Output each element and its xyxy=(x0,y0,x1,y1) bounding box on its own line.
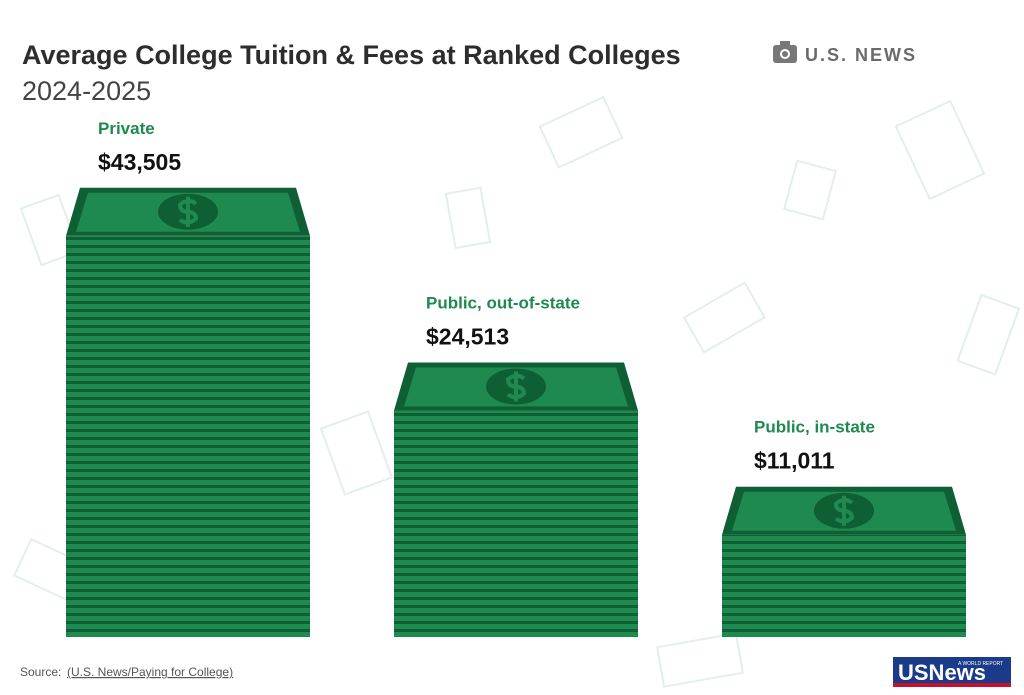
value-label: $11,011 xyxy=(754,448,835,474)
source-link[interactable]: (U.S. News/Paying for College) xyxy=(67,665,233,679)
money-stack xyxy=(66,187,310,637)
category-label: Private xyxy=(98,119,155,138)
logo-text: USNews xyxy=(898,660,986,685)
chart-subtitle: 2024-2025 xyxy=(22,76,151,106)
brand: U.S. NEWS xyxy=(805,45,917,65)
dollar-sign xyxy=(177,196,199,227)
logo: USNews A WORLD REPORT xyxy=(893,657,1011,687)
source-label: Source: xyxy=(20,665,61,679)
brand-icon xyxy=(773,41,797,63)
chart-title: Average College Tuition & Fees at Ranked… xyxy=(22,40,681,70)
stack-body xyxy=(394,410,638,637)
category-label: Public, in-state xyxy=(754,418,875,437)
category-label: Public, out-of-state xyxy=(426,293,580,312)
value-label: $43,505 xyxy=(98,149,181,175)
money-stack xyxy=(394,362,638,637)
dollar-sign xyxy=(505,371,527,402)
stack-body xyxy=(722,534,966,637)
stack-body xyxy=(66,235,310,637)
logo-tagline: A WORLD REPORT xyxy=(958,661,1003,667)
money-stack xyxy=(722,486,966,637)
dollar-sign xyxy=(833,495,855,526)
value-label: $24,513 xyxy=(426,323,509,349)
